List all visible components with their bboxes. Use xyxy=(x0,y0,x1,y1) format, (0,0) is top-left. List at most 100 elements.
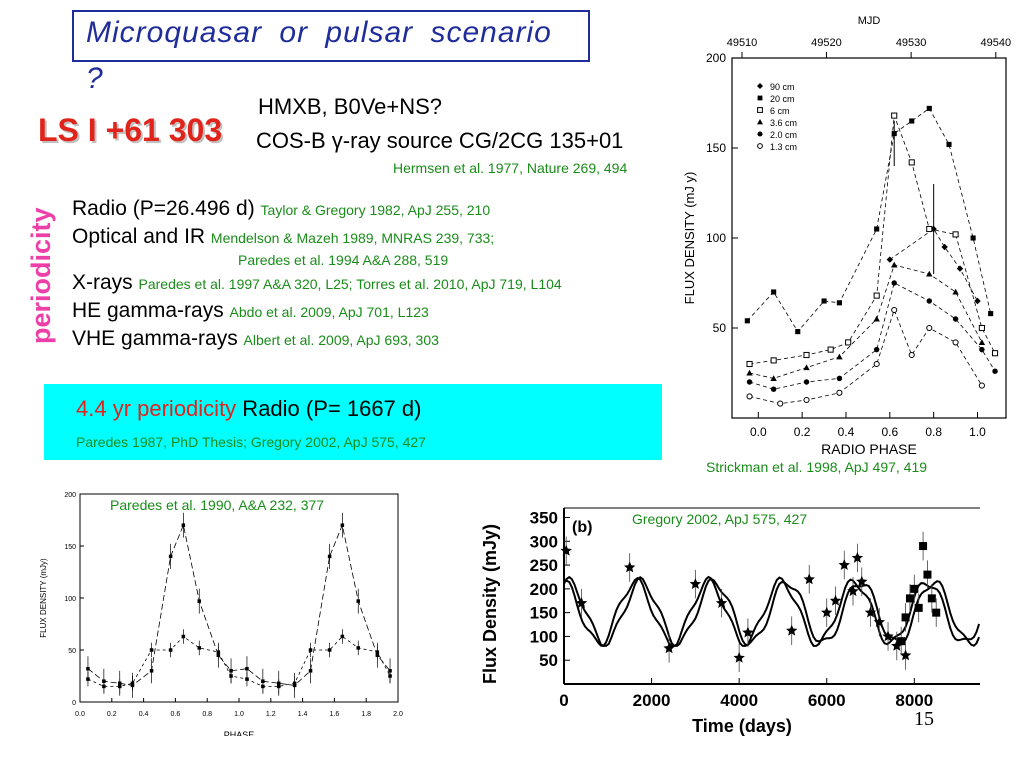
data-point xyxy=(905,594,914,603)
data-point xyxy=(821,298,827,304)
data-point xyxy=(388,674,392,678)
data-point xyxy=(873,360,880,368)
list-item: VHE gamma-rays Albert et al. 2009, ApJ 6… xyxy=(72,326,562,354)
y-tick-label: 50 xyxy=(68,648,76,655)
x-tick-label: 1.6 xyxy=(330,711,340,718)
x-tick-label: 0.6 xyxy=(171,711,181,718)
y-tick-label: 150 xyxy=(64,544,76,551)
gregory-caption: Gregory 2002, ApJ 575, 427 xyxy=(632,511,808,527)
data-point xyxy=(829,594,842,606)
data-point xyxy=(715,597,728,608)
list-item: Optical and IR Mendelson & Mazeh 1989, M… xyxy=(72,224,562,252)
y-tick-label: 350 xyxy=(530,509,558,528)
data-point xyxy=(926,298,932,304)
series-line xyxy=(749,264,983,379)
reference: Albert et al. 2009, ApJ 693, 303 xyxy=(243,332,439,348)
data-point xyxy=(873,292,880,299)
data-point xyxy=(919,542,928,551)
legend-label: 6 cm xyxy=(770,106,790,116)
data-point xyxy=(149,648,154,652)
x-axis-label: Time (days) xyxy=(692,716,792,736)
data-point xyxy=(952,316,959,322)
data-point xyxy=(216,650,221,654)
band-label: HE gamma-rays xyxy=(72,299,230,322)
data-point xyxy=(803,379,810,385)
x-tick-label: 0 xyxy=(559,691,568,710)
data-point xyxy=(891,112,898,119)
data-point xyxy=(874,226,880,232)
y-tick-label: 150 xyxy=(530,604,558,623)
data-point xyxy=(742,626,754,638)
data-point xyxy=(908,159,915,166)
data-point xyxy=(927,594,936,603)
long-period-box xyxy=(44,384,662,460)
data-point xyxy=(375,650,380,654)
x-tick-label: 0.0 xyxy=(75,711,85,718)
legend-label: 2.0 cm xyxy=(770,130,797,140)
data-point xyxy=(821,606,833,618)
data-point xyxy=(340,634,345,639)
data-point xyxy=(952,231,959,238)
y-tick-label: 100 xyxy=(64,596,76,603)
y-tick-label: 50 xyxy=(539,651,558,670)
x-tick-label: 0.6 xyxy=(881,425,898,439)
list-item: X-rays Paredes et al. 1997 A&A 320, L25;… xyxy=(72,270,562,298)
data-point xyxy=(856,575,868,587)
data-point xyxy=(978,324,985,332)
y-tick-label: 100 xyxy=(530,627,558,646)
plot-frame xyxy=(79,493,399,703)
data-point xyxy=(744,318,750,324)
data-point xyxy=(836,375,843,382)
data-point xyxy=(308,648,313,652)
model-curve xyxy=(563,575,981,647)
band-label: VHE gamma-rays xyxy=(72,327,244,350)
data-point xyxy=(746,393,753,400)
list-item: Radio (P=26.496 d) Taylor & Gregory 1982… xyxy=(72,196,562,224)
series-line xyxy=(87,523,391,686)
reference: Taylor & Gregory 1982, ApJ 255, 210 xyxy=(260,202,491,218)
data-point xyxy=(803,573,815,585)
data-point xyxy=(130,681,135,686)
legend-label: 90 cm xyxy=(770,82,795,92)
hermsen-ref: Hermsen et al. 1977, Nature 269, 494 xyxy=(393,160,628,176)
data-point xyxy=(914,603,923,612)
data-point xyxy=(873,616,885,627)
long-period-red: 4.4 yr periodicity xyxy=(76,396,237,421)
data-point xyxy=(770,386,777,392)
x-tick-label: 0.4 xyxy=(139,711,149,718)
data-point xyxy=(803,396,810,404)
y-tick-label: 150 xyxy=(706,141,726,155)
data-point xyxy=(932,608,941,617)
data-point xyxy=(974,297,981,305)
data-point xyxy=(168,648,173,652)
data-point xyxy=(836,389,843,396)
data-point xyxy=(836,353,843,360)
data-point xyxy=(86,677,90,681)
data-point xyxy=(910,584,919,593)
data-point xyxy=(733,651,745,663)
data-point xyxy=(340,523,345,527)
x-tick-label: 1.4 xyxy=(298,711,308,718)
data-point xyxy=(941,243,948,251)
reference: Abdo et al. 2009, ApJ 701, L123 xyxy=(229,304,429,320)
page-number: 15 xyxy=(914,708,934,730)
data-point xyxy=(757,107,763,113)
list-item: Paredes et al. 1994 A&A 288, 519 xyxy=(72,246,562,270)
top-axis-label: MJD xyxy=(858,15,881,27)
y-tick-label: 300 xyxy=(530,532,558,551)
x-tick-label: 1.0 xyxy=(234,711,244,718)
source-type: HMXB, B0Ve+NS? xyxy=(258,94,443,119)
data-point xyxy=(838,559,850,570)
data-point xyxy=(777,400,784,407)
data-point xyxy=(923,570,932,579)
data-point xyxy=(102,684,106,689)
x-tick-label: 1.2 xyxy=(266,711,276,718)
data-point xyxy=(988,311,994,317)
top-tick-label: 49540 xyxy=(980,37,1011,49)
data-point xyxy=(978,382,985,389)
band-label: X-rays xyxy=(72,271,139,294)
periodicity-label-text: periodicity xyxy=(26,207,56,344)
data-point xyxy=(845,339,852,346)
data-point xyxy=(891,280,897,286)
data-point xyxy=(795,329,801,335)
